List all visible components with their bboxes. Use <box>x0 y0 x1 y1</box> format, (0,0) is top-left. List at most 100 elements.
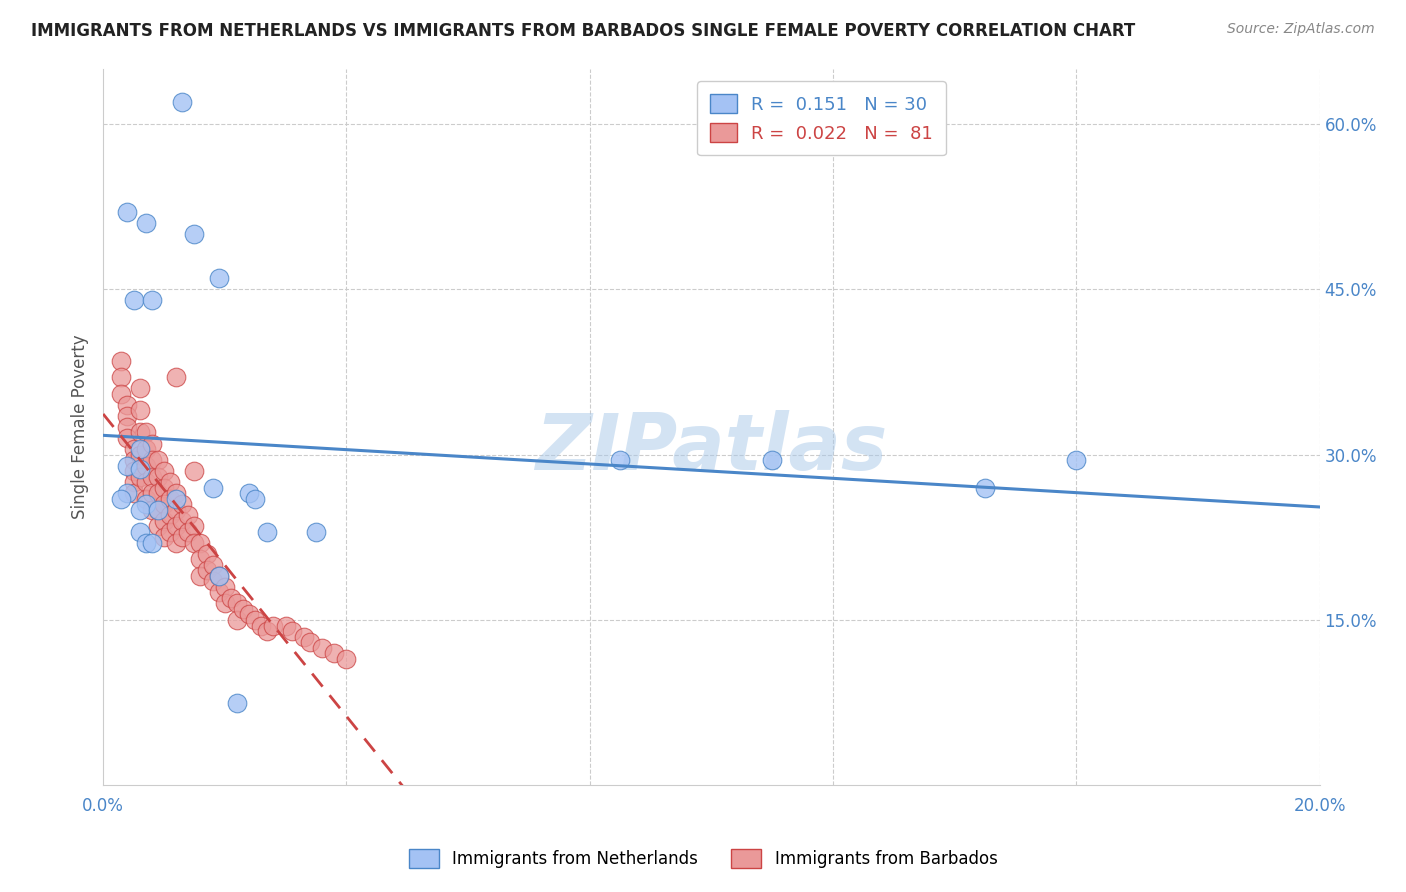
Point <box>214 597 236 611</box>
Point <box>172 497 194 511</box>
Point <box>183 519 205 533</box>
Point <box>201 574 224 589</box>
Point <box>256 624 278 638</box>
Point <box>165 502 187 516</box>
Point <box>122 464 145 478</box>
Point <box>165 491 187 506</box>
Point <box>117 458 139 473</box>
Point <box>172 95 194 109</box>
Point <box>153 497 176 511</box>
Point <box>135 491 157 506</box>
Point <box>146 519 169 533</box>
Point <box>214 580 236 594</box>
Point <box>159 491 181 506</box>
Point <box>250 618 273 632</box>
Point <box>153 481 176 495</box>
Point <box>183 464 205 478</box>
Point <box>195 547 218 561</box>
Point <box>335 651 357 665</box>
Point <box>311 640 333 655</box>
Point <box>238 607 260 622</box>
Point <box>141 453 163 467</box>
Text: Source: ZipAtlas.com: Source: ZipAtlas.com <box>1227 22 1375 37</box>
Point <box>201 558 224 572</box>
Point <box>117 486 139 500</box>
Point <box>153 514 176 528</box>
Point <box>135 425 157 440</box>
Point <box>232 602 254 616</box>
Point <box>159 475 181 490</box>
Legend: Immigrants from Netherlands, Immigrants from Barbados: Immigrants from Netherlands, Immigrants … <box>402 843 1004 875</box>
Point <box>190 552 212 566</box>
Point <box>190 536 212 550</box>
Point <box>165 486 187 500</box>
Point <box>238 486 260 500</box>
Point <box>153 464 176 478</box>
Point <box>256 524 278 539</box>
Point <box>165 519 187 533</box>
Point <box>110 353 132 368</box>
Point <box>141 536 163 550</box>
Point <box>128 448 150 462</box>
Point <box>110 387 132 401</box>
Point <box>128 381 150 395</box>
Point <box>274 618 297 632</box>
Point <box>219 591 242 605</box>
Point <box>177 524 200 539</box>
Point <box>153 530 176 544</box>
Point <box>243 613 266 627</box>
Point <box>172 514 194 528</box>
Point <box>195 563 218 577</box>
Point <box>243 491 266 506</box>
Point <box>226 696 249 710</box>
Point <box>165 536 187 550</box>
Point <box>262 618 284 632</box>
Point <box>128 502 150 516</box>
Point <box>201 481 224 495</box>
Point <box>141 293 163 307</box>
Point <box>141 469 163 483</box>
Point <box>165 370 187 384</box>
Point <box>117 205 139 219</box>
Point <box>183 227 205 241</box>
Text: ZIPatlas: ZIPatlas <box>536 410 887 486</box>
Point <box>208 569 231 583</box>
Point <box>146 502 169 516</box>
Point <box>761 453 783 467</box>
Point <box>128 469 150 483</box>
Text: IMMIGRANTS FROM NETHERLANDS VS IMMIGRANTS FROM BARBADOS SINGLE FEMALE POVERTY CO: IMMIGRANTS FROM NETHERLANDS VS IMMIGRANT… <box>31 22 1135 40</box>
Point <box>208 585 231 599</box>
Point <box>974 481 997 495</box>
Y-axis label: Single Female Poverty: Single Female Poverty <box>72 334 89 519</box>
Point <box>122 475 145 490</box>
Point <box>135 475 157 490</box>
Point <box>128 425 150 440</box>
Point <box>190 569 212 583</box>
Point <box>1064 453 1087 467</box>
Point <box>159 508 181 523</box>
Point <box>128 403 150 417</box>
Point <box>135 216 157 230</box>
Point <box>172 530 194 544</box>
Point <box>226 613 249 627</box>
Point <box>183 536 205 550</box>
Point <box>128 524 150 539</box>
Point <box>110 370 132 384</box>
Point <box>117 398 139 412</box>
Point <box>122 486 145 500</box>
Point <box>141 486 163 500</box>
Point <box>122 293 145 307</box>
Point <box>208 569 231 583</box>
Point <box>141 502 163 516</box>
Legend: R =  0.151   N = 30, R =  0.022   N =  81: R = 0.151 N = 30, R = 0.022 N = 81 <box>697 81 946 155</box>
Point <box>159 524 181 539</box>
Point <box>110 491 132 506</box>
Point <box>122 442 145 456</box>
Point <box>117 431 139 445</box>
Point <box>280 624 302 638</box>
Point <box>226 597 249 611</box>
Point <box>305 524 328 539</box>
Point <box>298 635 321 649</box>
Point <box>323 646 346 660</box>
Point <box>135 442 157 456</box>
